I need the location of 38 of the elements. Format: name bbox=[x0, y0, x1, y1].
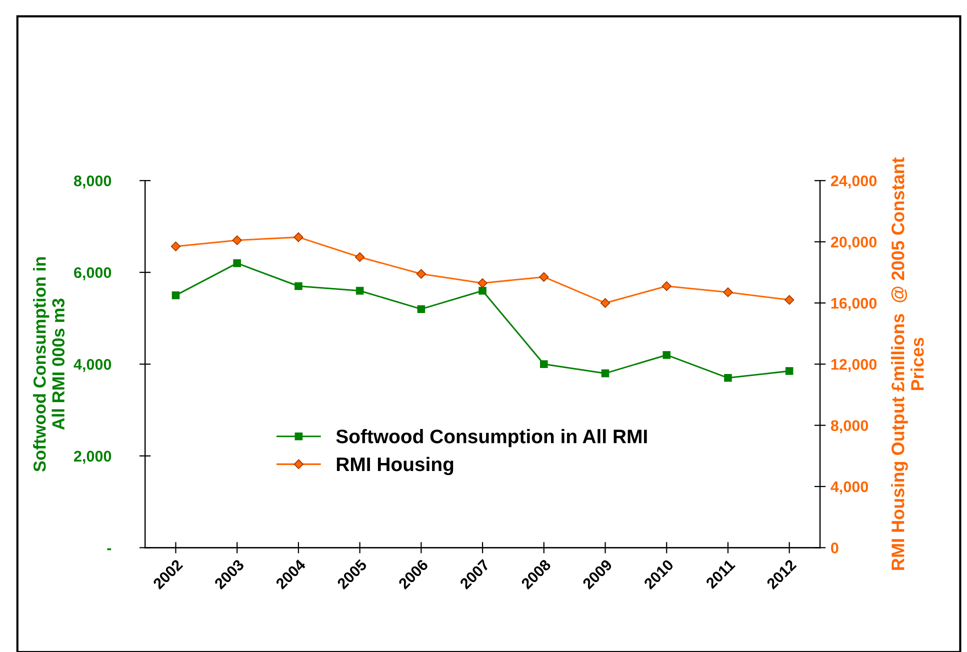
point bbox=[662, 281, 672, 291]
y2-tick-label: 24,000 bbox=[830, 175, 877, 189]
y2-tick-label: 0 bbox=[831, 542, 838, 554]
y-tick-label: 4,000 bbox=[74, 359, 112, 372]
y-tick-label: - bbox=[107, 548, 112, 550]
y2-tick-label: 16,000 bbox=[831, 298, 877, 311]
y-tick-label: 8,000 bbox=[74, 175, 112, 189]
y2-axis-title: RMI Housing Output £millions @ 2005 Constant Prices bbox=[891, 157, 924, 570]
legend-label: Softwood Consumption in All RMI bbox=[336, 429, 647, 448]
y-tick-label: 6,000 bbox=[74, 267, 112, 280]
point bbox=[170, 242, 181, 252]
y2-tick-label: 4,000 bbox=[830, 481, 868, 494]
point bbox=[356, 286, 364, 295]
point bbox=[539, 272, 549, 282]
point bbox=[478, 286, 486, 295]
point bbox=[784, 295, 794, 305]
point bbox=[785, 367, 794, 375]
y-tick-label: 2,000 bbox=[74, 450, 112, 464]
point bbox=[600, 298, 610, 308]
point bbox=[724, 374, 732, 382]
point bbox=[294, 232, 304, 242]
point bbox=[354, 252, 365, 262]
point bbox=[417, 305, 426, 313]
point bbox=[723, 287, 733, 298]
y-axis-title: Softwood Consumption in All RMI 000s m3 bbox=[33, 257, 65, 472]
point bbox=[172, 291, 180, 300]
point bbox=[662, 351, 671, 359]
point bbox=[294, 282, 302, 290]
y2-tick-label: 12,000 bbox=[831, 359, 877, 372]
point bbox=[416, 269, 426, 279]
point bbox=[540, 360, 548, 368]
point bbox=[233, 259, 241, 268]
legend-label: RMI Housing bbox=[336, 456, 454, 476]
point bbox=[232, 235, 242, 246]
point bbox=[478, 278, 488, 288]
y2-tick-label: 20,000 bbox=[830, 236, 877, 250]
y2-tick-label: 8,000 bbox=[830, 420, 868, 434]
point bbox=[601, 369, 610, 378]
